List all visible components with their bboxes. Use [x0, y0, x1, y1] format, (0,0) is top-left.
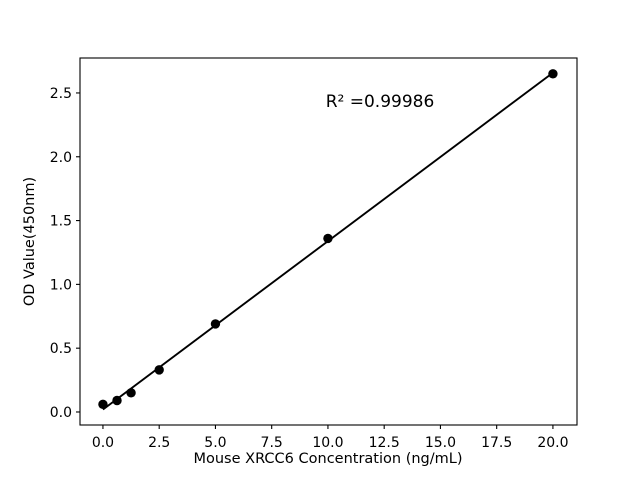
x-tick-label: 20.0 — [537, 435, 568, 451]
x-tick-label: 12.5 — [369, 435, 400, 451]
data-point — [210, 319, 221, 329]
y-tick-label: 1.0 — [50, 277, 72, 293]
x-tick-label: 17.5 — [481, 435, 512, 451]
axes-frame — [79, 57, 578, 426]
y-tick-label: 0.5 — [50, 341, 72, 357]
x-tick-label: 5.0 — [204, 435, 226, 451]
data-point — [154, 365, 164, 375]
x-tick-label: 0.0 — [92, 435, 114, 451]
data-point — [548, 69, 558, 79]
x-tick-label: 7.5 — [261, 435, 283, 451]
x-axis-label: Mouse XRCC6 Concentration (ng/mL) — [193, 451, 462, 467]
x-tick-label: 2.5 — [148, 435, 170, 451]
data-points — [98, 69, 558, 410]
data-point — [98, 399, 108, 410]
data-point — [112, 395, 122, 406]
y-axis-ticks: 0.0 0.5 1.0 1.5 2.0 2.5 — [50, 86, 80, 421]
y-tick-label: 2.5 — [50, 86, 72, 102]
x-tick-label: 10.0 — [312, 435, 343, 451]
data-point — [126, 388, 136, 398]
data-point — [323, 233, 333, 244]
r-squared-annotation: R² =0.99986 — [326, 92, 435, 112]
y-tick-label: 2.0 — [50, 150, 72, 166]
x-tick-label: 15.0 — [425, 435, 456, 451]
y-tick-label: 1.5 — [50, 214, 72, 230]
y-tick-label: 0.0 — [50, 405, 72, 421]
x-axis-ticks: 0.0 2.5 5.0 7.5 10.0 12.5 15.0 17.5 20.0 — [92, 425, 569, 451]
y-axis-label: OD Value(450nm) — [22, 177, 38, 306]
